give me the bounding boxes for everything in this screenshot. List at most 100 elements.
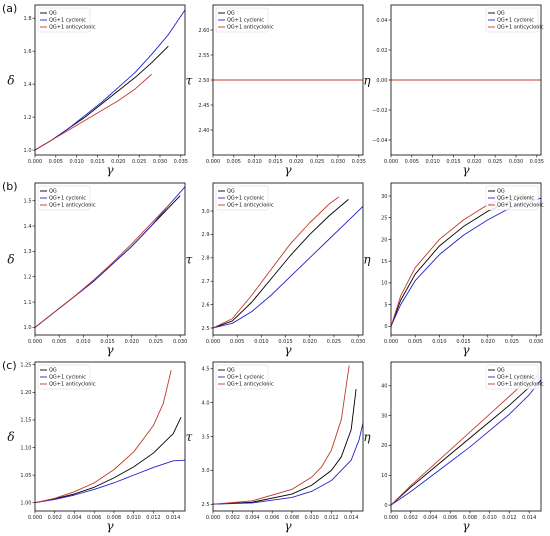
x-tick-label: 0.025	[505, 339, 519, 345]
series-line-2	[391, 193, 527, 327]
legend-box	[485, 185, 539, 211]
y-axis-label: δ	[7, 430, 14, 444]
x-tick-label: 0.014	[344, 515, 358, 521]
y-tick-label: 1.00	[20, 501, 31, 507]
y-tick-label: 1.10	[20, 445, 31, 451]
x-tick-label: 0.020	[303, 339, 317, 345]
x-tick-label: 0.000	[28, 515, 42, 521]
legend-entry: QG+1 anticyclonic	[497, 203, 544, 209]
x-tick-label: 0.020	[111, 159, 125, 165]
x-tick-label: 0.010	[483, 515, 497, 521]
legend-entry: QG+1 cyclonic	[497, 196, 534, 202]
y-tick-label: 4.0	[202, 400, 210, 406]
row-label-1: (b)	[2, 180, 18, 193]
legend-box	[215, 185, 269, 211]
y-tick-label: 2.6	[202, 302, 210, 308]
x-tick-label: 0.000	[206, 339, 220, 345]
x-axis-label: γ	[462, 519, 470, 533]
x-tick-label: 0.006	[87, 515, 101, 521]
x-tick-label: 0.012	[502, 515, 516, 521]
y-tick-label: 0.00	[376, 78, 387, 84]
x-tick-label: 0.030	[351, 339, 365, 345]
x-axis-label: γ	[106, 163, 114, 177]
x-tick-label: 0.020	[467, 159, 481, 165]
y-tick-label: 1.3	[24, 249, 32, 255]
x-tick-label: 0.008	[285, 515, 299, 521]
series-line-2	[35, 73, 152, 151]
x-tick-label: 0.035	[352, 159, 366, 165]
y-axis-label: η	[363, 253, 371, 267]
x-tick-label: 0.005	[230, 339, 244, 345]
y-tick-label: 1.05	[20, 473, 31, 479]
series-line-0	[213, 199, 349, 329]
y-tick-label: 30	[381, 194, 387, 200]
chart-panel-6: 0.000 0.002 0.004 0.006 0.008 0.010 0.012 0.014…	[7, 361, 186, 533]
legend-entry: QG+1 anticyclonic	[497, 382, 544, 388]
x-axis-label: γ	[284, 343, 292, 357]
y-axis-label: τ	[186, 430, 193, 444]
chart-panel-1: 0.000 0.005 0.010 0.015 0.020 0.025 0.030 0.035…	[186, 4, 366, 177]
y-tick-label: 25	[381, 216, 387, 222]
legend-entry: QG+1 anticyclonic	[49, 382, 96, 388]
x-axis-label: γ	[284, 163, 292, 177]
y-tick-label: 2.45	[198, 103, 209, 109]
x-tick-label: 0.002	[404, 515, 418, 521]
y-tick-label: 3.0	[202, 209, 210, 215]
x-tick-label: 0.030	[173, 339, 187, 345]
legend-entry: QG+1 anticyclonic	[497, 25, 544, 31]
y-tick-label: 2.8	[202, 256, 210, 262]
x-tick-label: 0.025	[149, 339, 163, 345]
axes-frame	[34, 182, 186, 336]
chart-panel-0: 0.000 0.005 0.010 0.015 0.020 0.025 0.030 0.035…	[7, 4, 188, 177]
row-label-0: (a)	[2, 2, 17, 15]
legend-entry: QG+1 anticyclonic	[227, 25, 274, 31]
x-tick-label: 0.006	[443, 515, 457, 521]
y-tick-label: −0.04	[372, 138, 387, 144]
x-tick-label: 0.025	[310, 159, 324, 165]
legend-entry: QG+1 cyclonic	[227, 18, 264, 24]
y-axis-label: τ	[186, 253, 193, 267]
series-line-2	[213, 365, 350, 505]
y-tick-label: 2.5	[202, 326, 210, 332]
x-tick-label: 0.000	[28, 159, 42, 165]
y-tick-label: 15	[381, 259, 387, 265]
x-tick-label: 0.015	[90, 159, 104, 165]
axes-frame	[34, 4, 186, 156]
legend-entry: QG+1 anticyclonic	[49, 203, 96, 209]
chart-panel-8: 0.000 0.002 0.004 0.006 0.008 0.010 0.012 0.014…	[363, 361, 544, 533]
series-line-2	[213, 196, 340, 329]
axes-frame	[390, 361, 542, 512]
y-tick-label: 20	[381, 443, 387, 449]
x-tick-label: 0.020	[125, 339, 139, 345]
x-axis-label: γ	[462, 343, 470, 357]
legend-entry: QG	[49, 189, 57, 195]
y-tick-label: 3.5	[202, 434, 210, 440]
y-tick-label: 0.04	[376, 18, 387, 24]
legend-box	[37, 7, 91, 33]
y-tick-label: 1.20	[20, 390, 31, 396]
chart-panel-5: 0.000 0.005 0.010 0.015 0.020 0.025 0.030 0 5 10 1…	[363, 182, 544, 357]
y-tick-label: 1.0	[24, 325, 32, 331]
series-line-0	[213, 389, 357, 505]
legend-box	[37, 364, 91, 390]
row-label-2: (c)	[2, 359, 17, 372]
y-axis-label: δ	[7, 253, 14, 267]
x-tick-label: 0.000	[28, 339, 42, 345]
chart-panel-4: 0.000 0.005 0.010 0.015 0.020 0.025 0.030 2.5 2.…	[186, 182, 365, 357]
y-tick-label: 2.5	[202, 502, 210, 508]
axes-frame	[212, 182, 364, 336]
y-tick-label: 3.0	[202, 468, 210, 474]
x-tick-label: 0.002	[48, 515, 62, 521]
x-tick-label: 0.000	[206, 515, 220, 521]
x-axis-label: γ	[462, 163, 470, 177]
y-tick-label: 20	[381, 237, 387, 243]
y-axis-label: δ	[7, 74, 14, 88]
axes-frame	[390, 182, 542, 336]
legend-box	[485, 7, 539, 33]
